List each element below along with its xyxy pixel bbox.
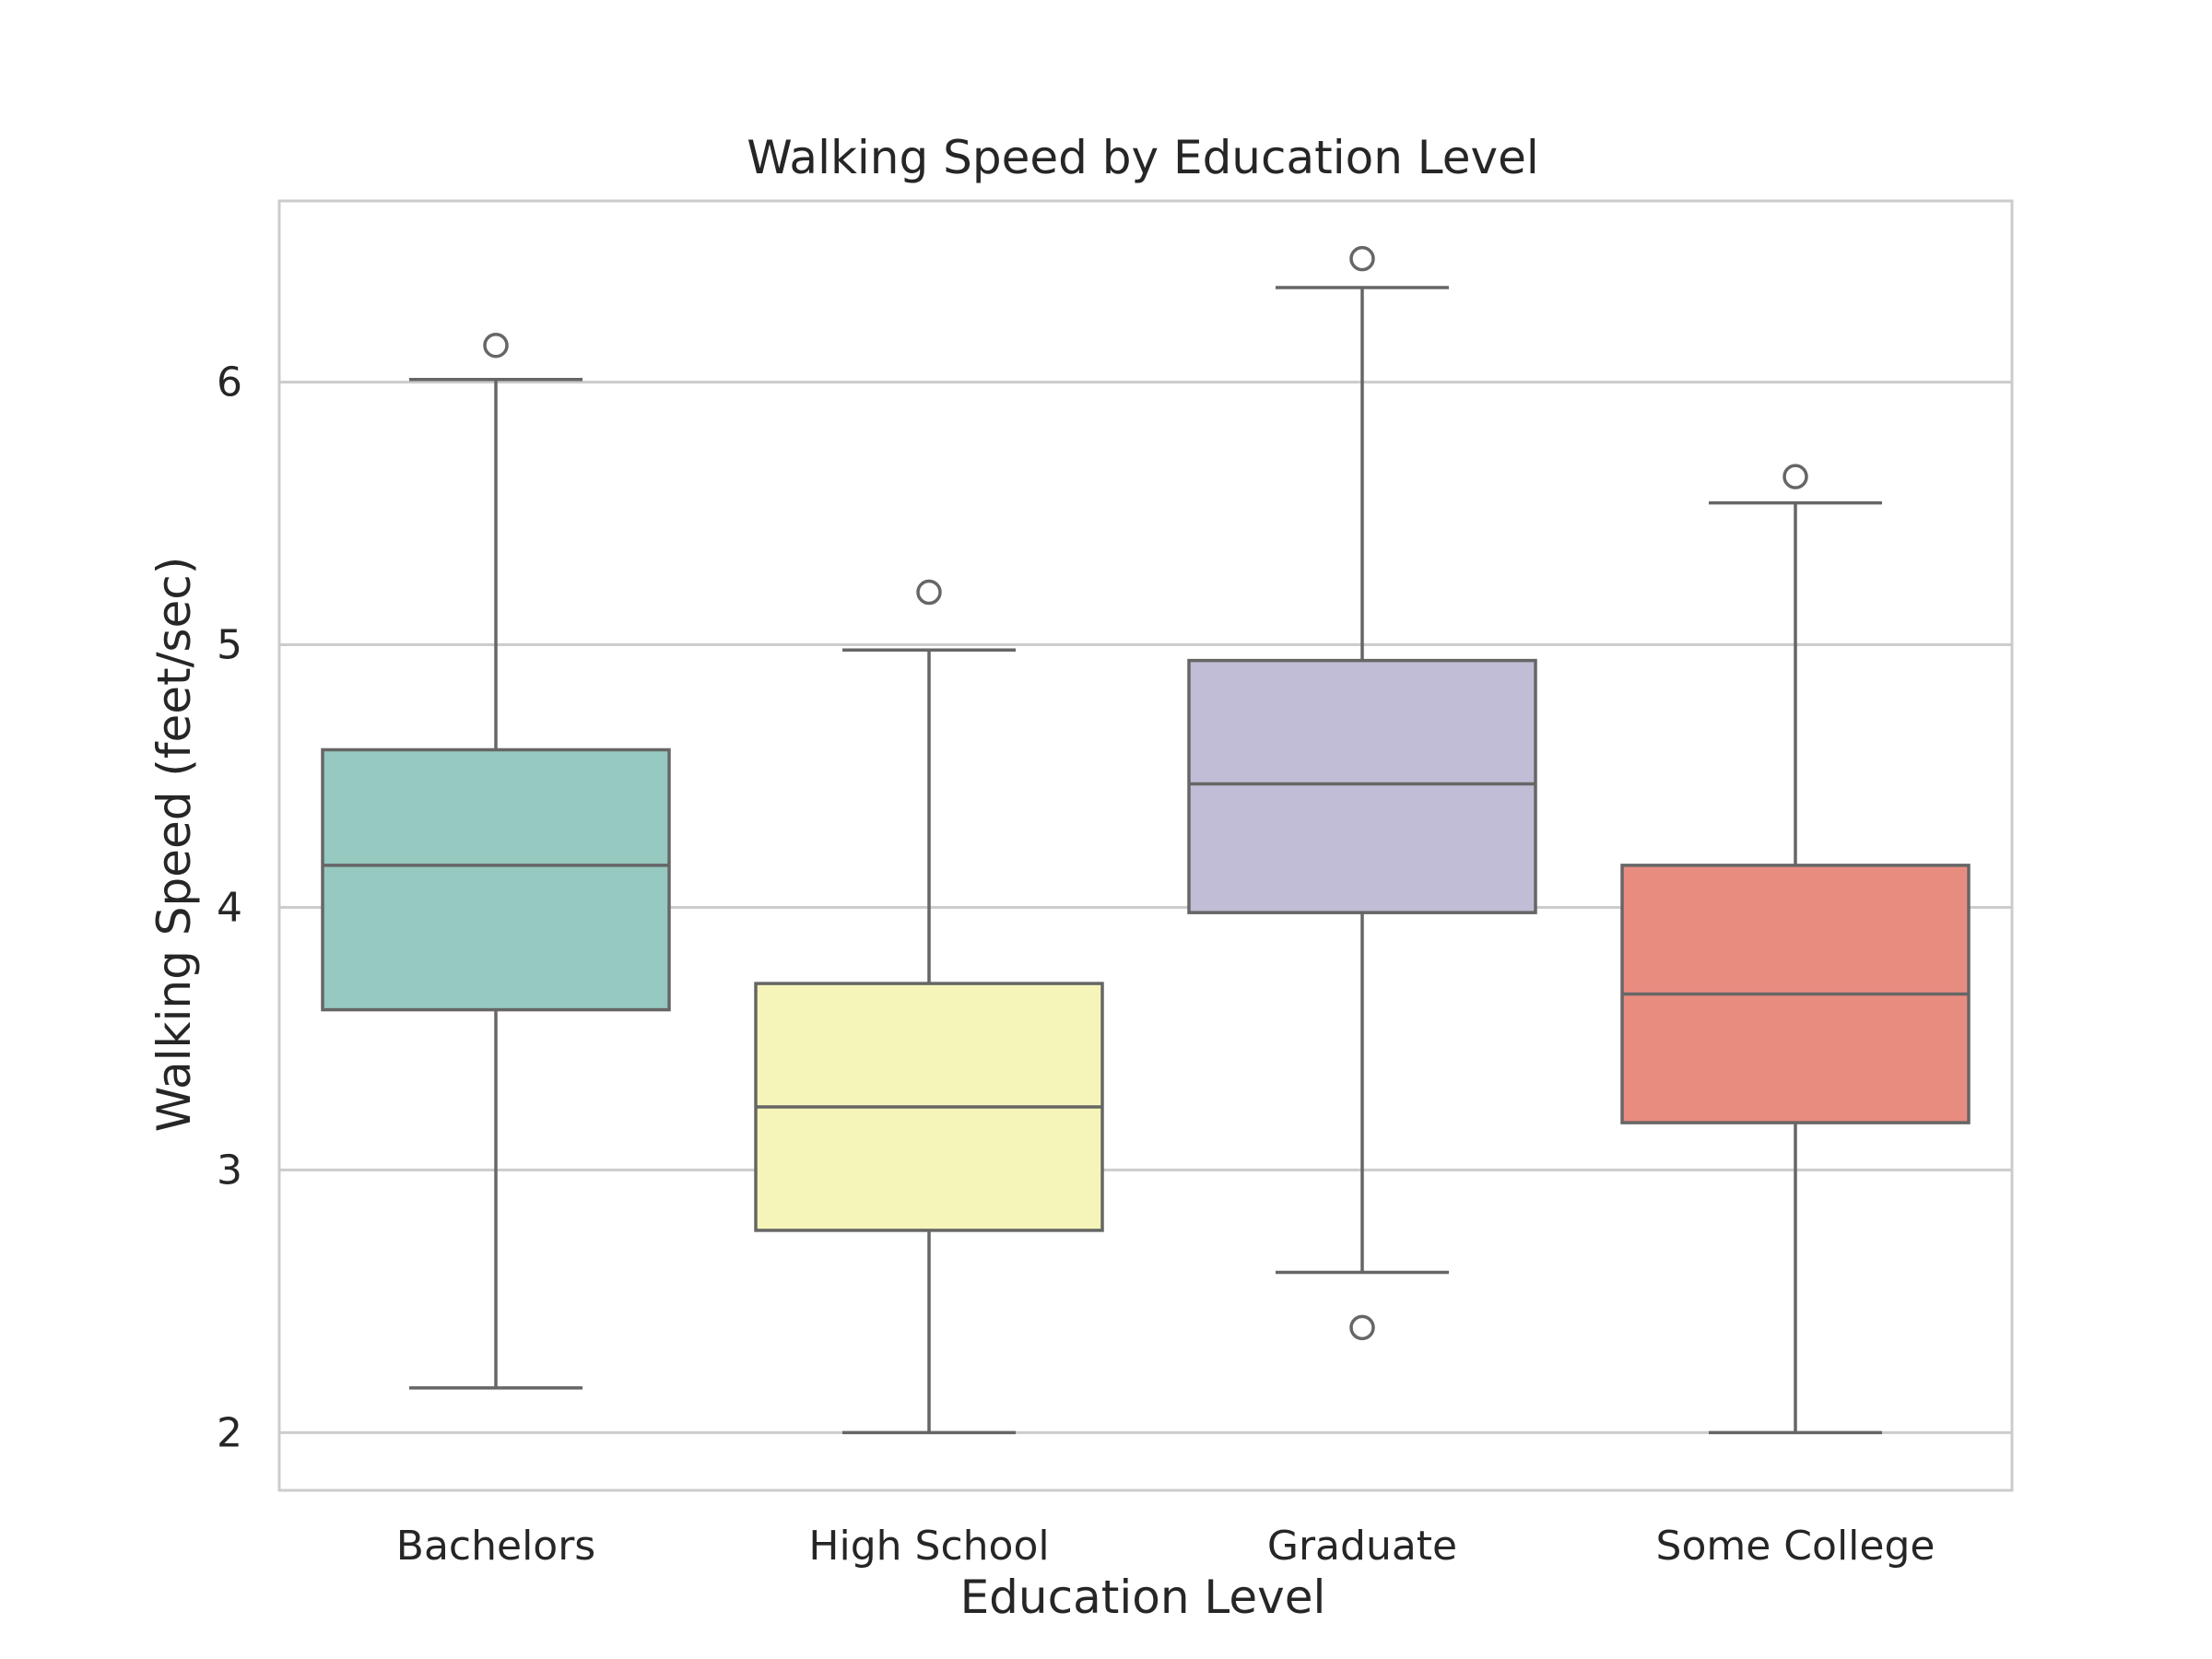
- y-axis-label: Walking Speed (feet/sec): [147, 557, 201, 1132]
- x-tick-label: Bachelors: [396, 1523, 595, 1570]
- outlier-point: [1349, 245, 1375, 272]
- outlier-point: [916, 579, 942, 606]
- box-graduate: [1187, 245, 1537, 1341]
- chart-title: Walking Speed by Education Level: [747, 131, 1539, 184]
- y-tick-labels: 2 3 4 5 6: [217, 359, 242, 1457]
- box-some-college: [1620, 464, 1971, 1435]
- y-tick-label: 4: [217, 884, 242, 931]
- box-bachelors: [321, 332, 671, 1390]
- boxes: [321, 245, 1971, 1435]
- x-tick-label: High School: [808, 1523, 1049, 1570]
- x-tick-labels: Bachelors High School Graduate Some College: [396, 1523, 1936, 1570]
- y-tick-label: 6: [217, 359, 242, 406]
- box-high-school: [754, 579, 1104, 1435]
- x-axis-label: Education Level: [960, 1571, 1326, 1624]
- outlier-point: [1349, 1314, 1375, 1341]
- y-tick-label: 3: [217, 1147, 242, 1194]
- iqr-box: [1187, 658, 1537, 914]
- plot-frame: [277, 199, 2014, 1492]
- y-tick-label: 2: [217, 1409, 242, 1456]
- outlier-point: [1783, 464, 1808, 489]
- x-tick-label: Some College: [1656, 1523, 1936, 1570]
- iqr-box: [321, 747, 671, 1012]
- x-tick-label: Graduate: [1267, 1523, 1457, 1570]
- outlier-point: [483, 332, 509, 359]
- y-tick-label: 5: [217, 622, 242, 669]
